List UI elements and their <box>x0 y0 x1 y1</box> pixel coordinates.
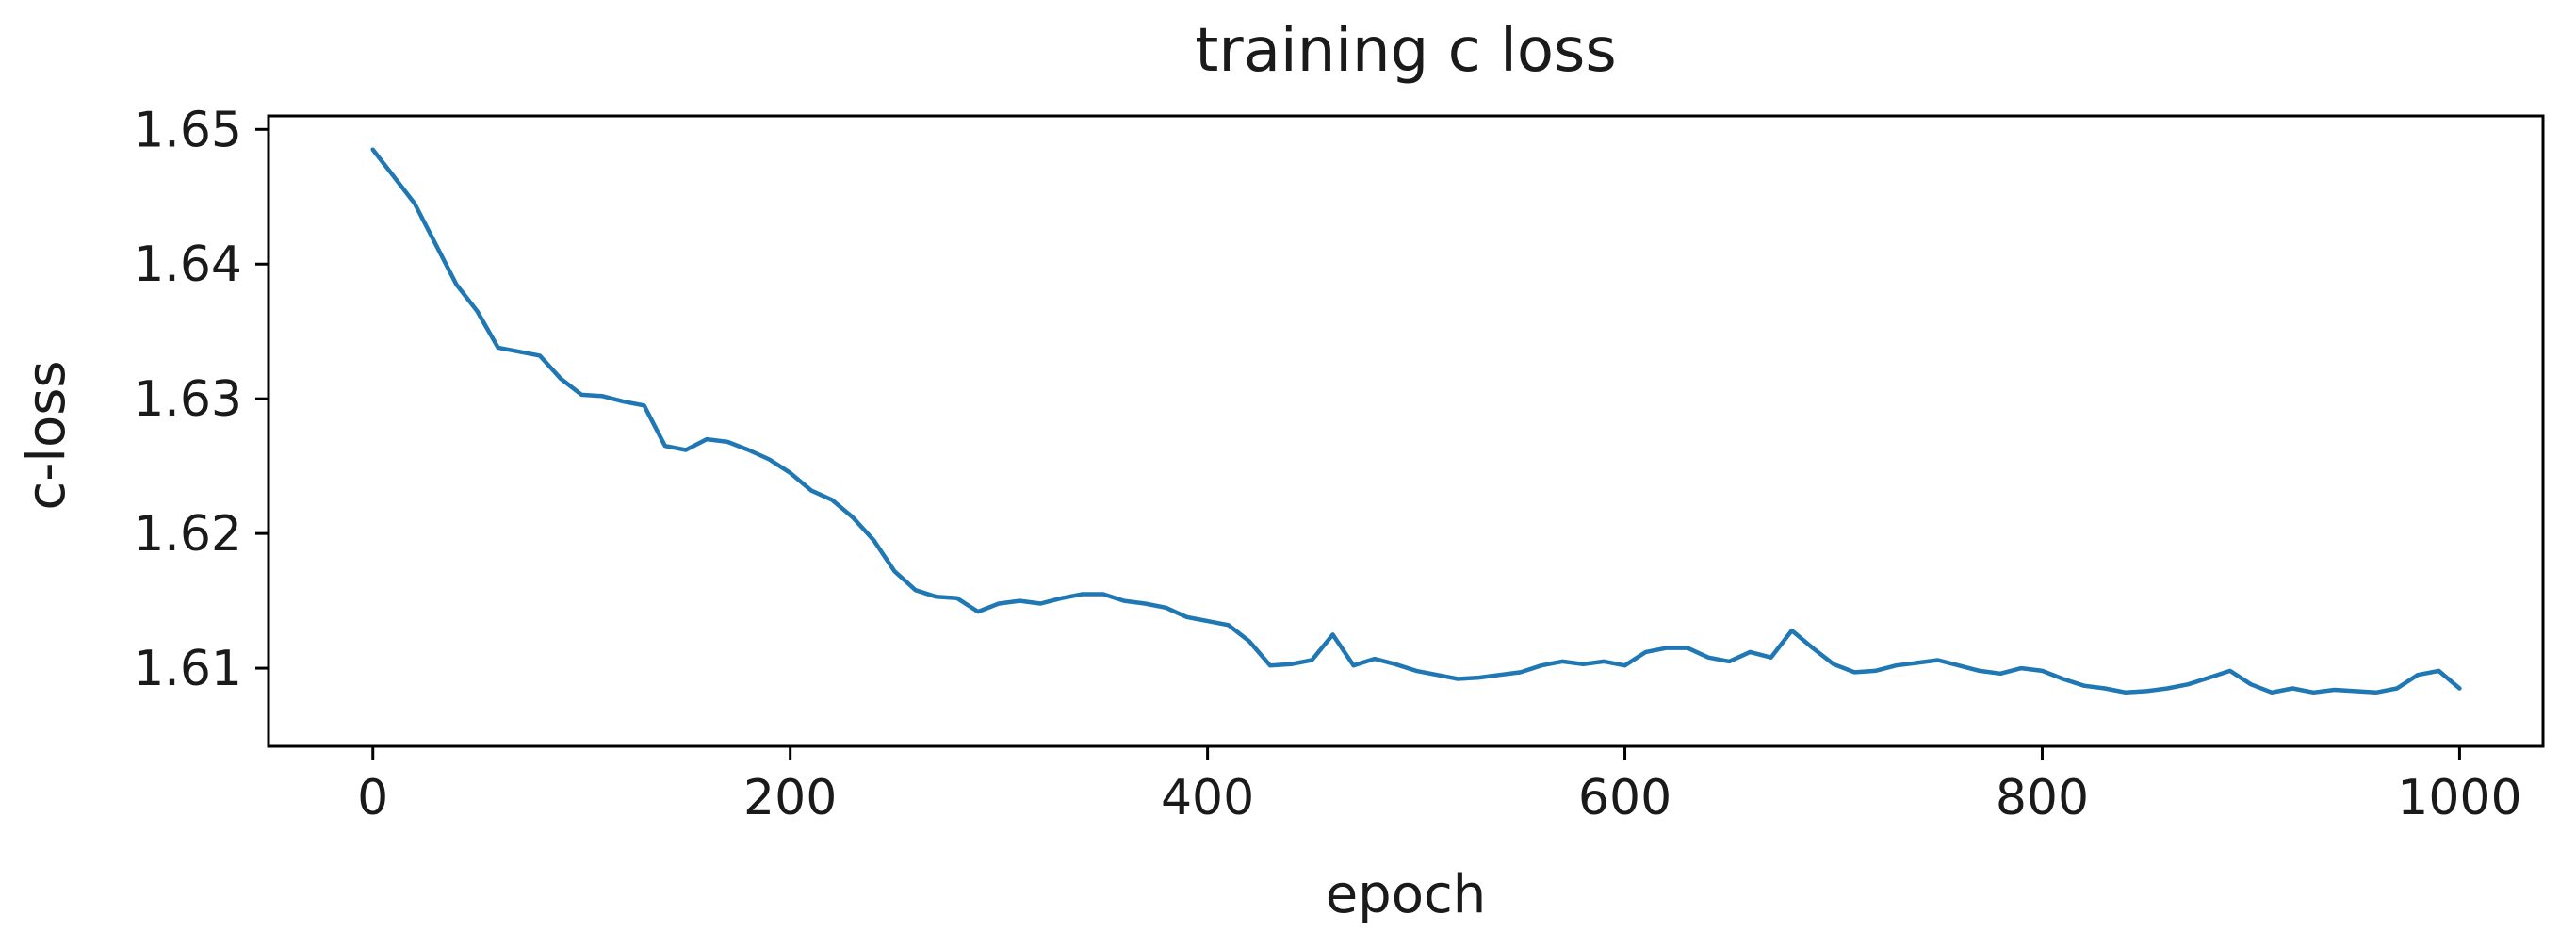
x-tick-label: 400 <box>1161 770 1254 826</box>
series-points-0 <box>372 149 2460 693</box>
plot-series <box>370 147 2462 695</box>
y-tick-label: 1.61 <box>133 641 242 697</box>
x-tick-label: 1000 <box>2397 770 2521 826</box>
plot-frame <box>267 114 2545 748</box>
y-tick-label: 1.65 <box>133 102 242 158</box>
chart-title: training c loss <box>1195 16 1616 86</box>
x-tick-label: 0 <box>357 770 388 826</box>
y-tick-label: 1.62 <box>133 506 242 563</box>
x-tick-label: 600 <box>1578 770 1671 826</box>
series-line-0 <box>370 147 2462 695</box>
y-tick-label: 1.63 <box>133 371 242 428</box>
x-tick-label: 200 <box>743 770 837 826</box>
y-tick-label: 1.64 <box>133 237 242 293</box>
ticks: 0 200 400 600 800 1000 1.61 1.62 1.63 1.64 1.65 <box>133 102 2521 826</box>
y-axis-label: c-loss <box>16 360 77 510</box>
x-axis-label: epoch <box>1326 864 1487 925</box>
x-tick-label: 800 <box>1996 770 2089 826</box>
